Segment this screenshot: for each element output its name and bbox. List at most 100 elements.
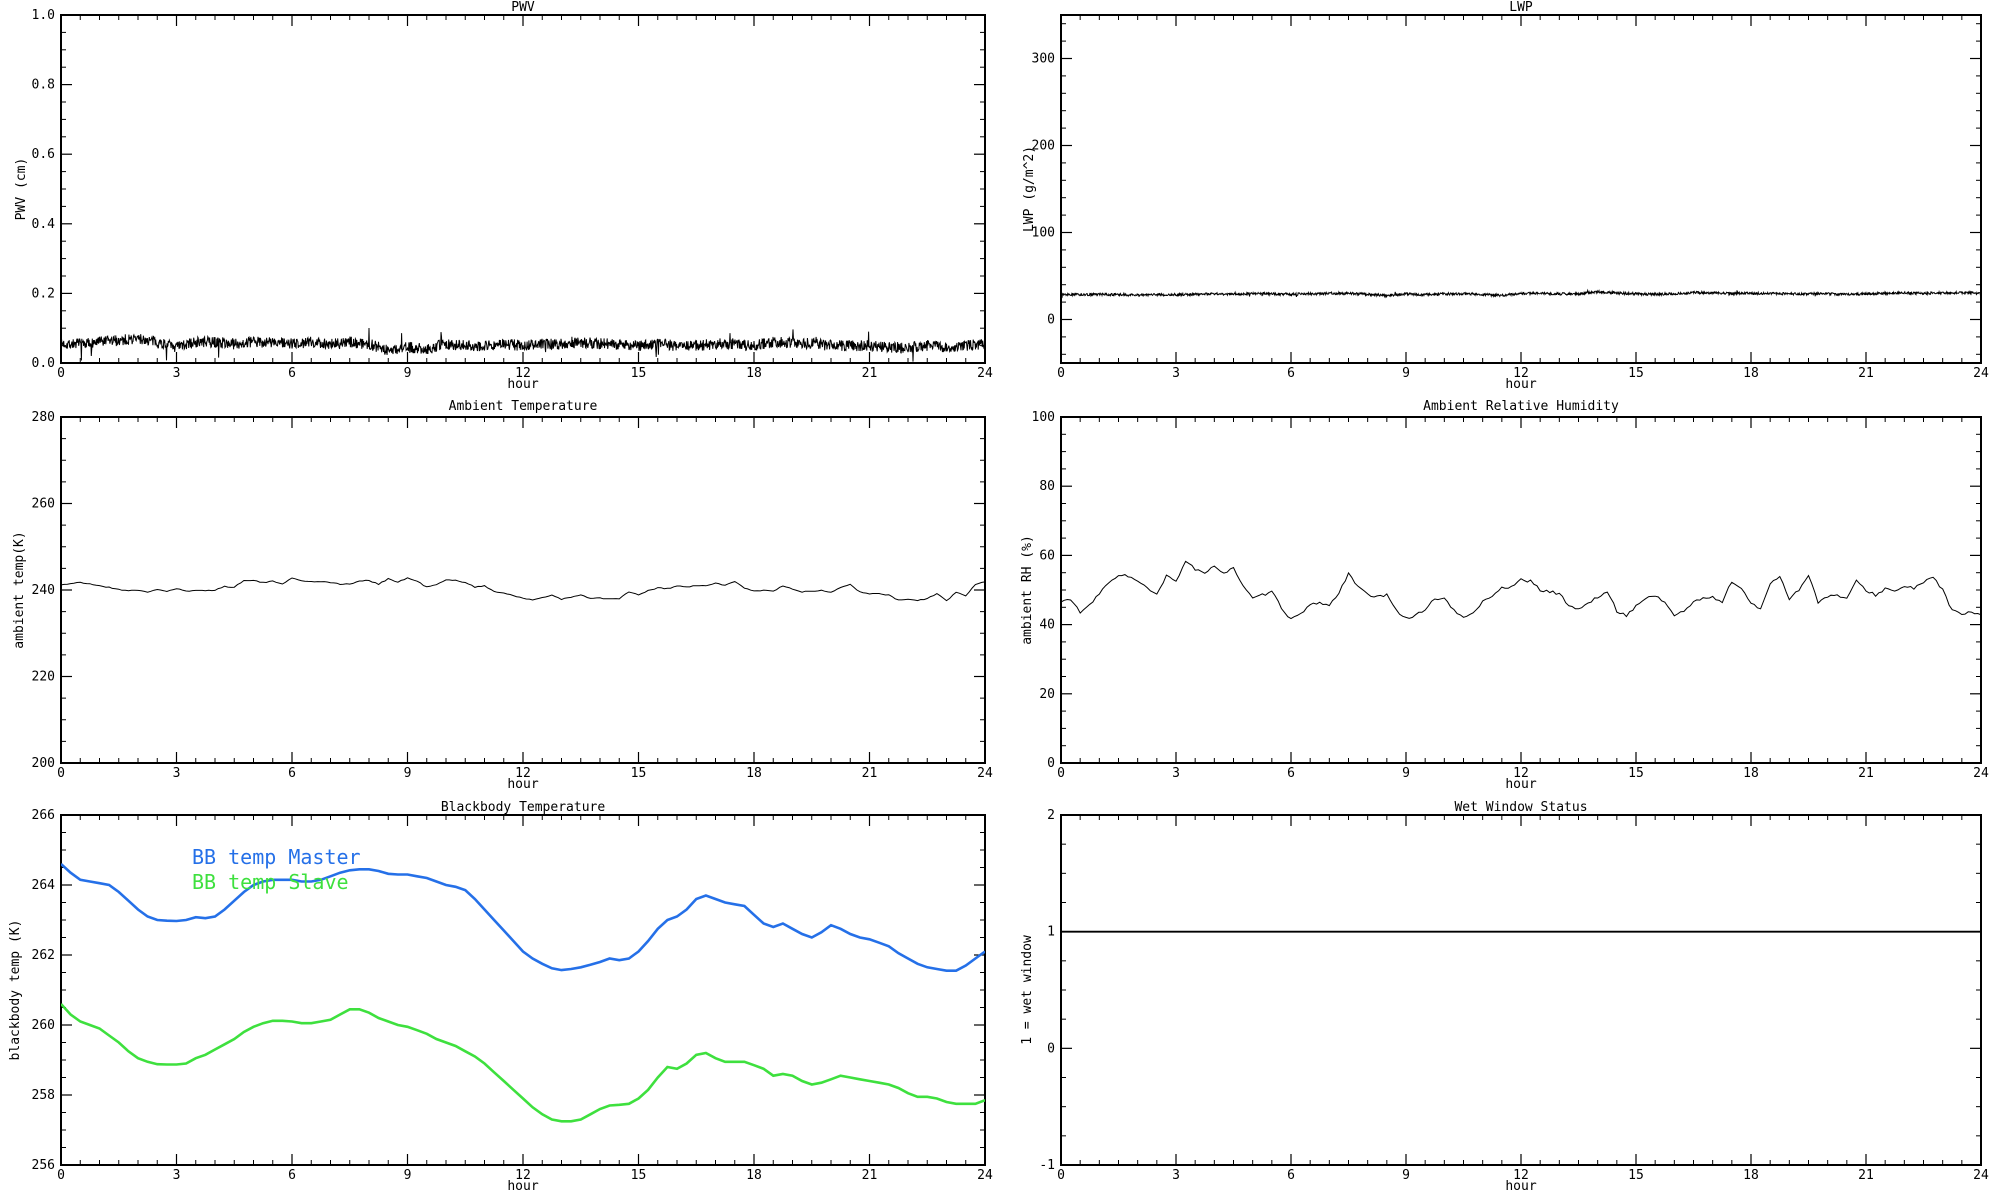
svg-text:18: 18 — [1743, 366, 1759, 381]
svg-text:3: 3 — [1172, 366, 1180, 381]
svg-text:1.0: 1.0 — [32, 8, 55, 23]
svg-text:12: 12 — [515, 366, 531, 381]
svg-text:100: 100 — [1032, 410, 1055, 425]
svg-text:256: 256 — [32, 1158, 55, 1173]
svg-text:6: 6 — [1287, 366, 1295, 381]
svg-text:262: 262 — [32, 948, 55, 963]
svg-text:258: 258 — [32, 1088, 55, 1103]
svg-text:264: 264 — [32, 878, 56, 893]
pwv-x-axis-label: hour — [507, 377, 539, 392]
svg-text:15: 15 — [631, 766, 647, 781]
ambient-rh-title: Ambient Relative Humidity — [1423, 399, 1619, 414]
svg-text:240: 240 — [32, 583, 55, 598]
lwp-y-axis-label: LWP (g/m^2) — [1022, 145, 1037, 233]
svg-text:100: 100 — [1032, 226, 1055, 241]
svg-text:0: 0 — [57, 366, 65, 381]
svg-text:12: 12 — [1513, 766, 1529, 781]
svg-text:15: 15 — [631, 366, 647, 381]
svg-text:24: 24 — [977, 1168, 993, 1183]
svg-text:15: 15 — [631, 1168, 647, 1183]
svg-text:24: 24 — [1973, 366, 1989, 381]
svg-text:18: 18 — [1743, 766, 1759, 781]
svg-text:3: 3 — [1172, 1168, 1180, 1183]
svg-text:0: 0 — [1057, 766, 1065, 781]
svg-text:-1: -1 — [1039, 1158, 1055, 1173]
lwp-title: LWP — [1509, 0, 1533, 15]
svg-text:21: 21 — [862, 366, 878, 381]
svg-text:200: 200 — [32, 756, 55, 771]
wet-window-title: Wet Window Status — [1454, 800, 1588, 815]
svg-text:12: 12 — [515, 1168, 531, 1183]
svg-text:15: 15 — [1628, 766, 1644, 781]
svg-text:9: 9 — [404, 766, 412, 781]
svg-text:200: 200 — [1032, 139, 1055, 154]
svg-text:3: 3 — [173, 766, 181, 781]
svg-text:6: 6 — [1287, 766, 1295, 781]
svg-text:21: 21 — [862, 766, 878, 781]
svg-text:12: 12 — [515, 766, 531, 781]
wet-window-x-axis-label: hour — [1505, 1179, 1537, 1194]
ambient-temperature-y-axis-label: ambient temp(K) — [12, 531, 27, 649]
svg-text:0.6: 0.6 — [32, 147, 55, 162]
svg-text:21: 21 — [862, 1168, 878, 1183]
ambient-rh-x-axis-label: hour — [1505, 777, 1537, 792]
svg-text:0: 0 — [1057, 366, 1065, 381]
svg-text:24: 24 — [977, 366, 993, 381]
svg-text:280: 280 — [32, 410, 55, 425]
svg-text:9: 9 — [1402, 366, 1410, 381]
svg-text:18: 18 — [746, 766, 762, 781]
wet-window-y-axis-label: 1 = wet window — [1020, 935, 1035, 1045]
svg-text:9: 9 — [404, 1168, 412, 1183]
svg-text:9: 9 — [1402, 1168, 1410, 1183]
svg-text:3: 3 — [173, 366, 181, 381]
svg-text:40: 40 — [1039, 618, 1055, 633]
ambient-temperature-x-axis-label: hour — [507, 777, 539, 792]
svg-text:15: 15 — [1628, 366, 1644, 381]
svg-text:1: 1 — [1047, 925, 1055, 940]
pwv-title: PWV — [511, 0, 535, 15]
svg-text:21: 21 — [1858, 766, 1874, 781]
blackbody-temperature-y-axis-label: blackbody temp (K) — [8, 919, 23, 1061]
svg-text:12: 12 — [1513, 1168, 1529, 1183]
svg-text:3: 3 — [173, 1168, 181, 1183]
svg-text:20: 20 — [1039, 687, 1055, 702]
svg-text:21: 21 — [1858, 366, 1874, 381]
svg-text:0.2: 0.2 — [32, 286, 55, 301]
pwv-y-axis-label: PWV (cm) — [14, 157, 29, 221]
svg-text:0: 0 — [1047, 1041, 1055, 1056]
svg-text:260: 260 — [32, 1018, 55, 1033]
svg-text:266: 266 — [32, 808, 55, 823]
svg-text:0: 0 — [1057, 1168, 1065, 1183]
svg-text:24: 24 — [977, 766, 993, 781]
legend-bb-temp-slave: BB temp Slave — [192, 870, 349, 894]
svg-text:6: 6 — [288, 1168, 296, 1183]
svg-text:260: 260 — [32, 497, 55, 512]
svg-text:24: 24 — [1973, 766, 1989, 781]
svg-text:0.4: 0.4 — [32, 217, 56, 232]
svg-text:18: 18 — [746, 366, 762, 381]
svg-text:80: 80 — [1039, 479, 1055, 494]
svg-text:2: 2 — [1047, 808, 1055, 823]
svg-text:9: 9 — [1402, 766, 1410, 781]
svg-text:0: 0 — [1047, 313, 1055, 328]
svg-text:6: 6 — [1287, 1168, 1295, 1183]
svg-text:15: 15 — [1628, 1168, 1644, 1183]
svg-text:300: 300 — [1032, 52, 1055, 67]
svg-text:24: 24 — [1973, 1168, 1989, 1183]
svg-text:6: 6 — [288, 766, 296, 781]
svg-text:0: 0 — [57, 1168, 65, 1183]
ambient-rh-y-axis-label: ambient RH (%) — [1020, 535, 1035, 645]
svg-text:0: 0 — [1047, 756, 1055, 771]
svg-text:9: 9 — [404, 366, 412, 381]
svg-text:0.0: 0.0 — [32, 356, 55, 371]
svg-text:21: 21 — [1858, 1168, 1874, 1183]
svg-text:18: 18 — [1743, 1168, 1759, 1183]
svg-text:60: 60 — [1039, 548, 1055, 563]
svg-text:0.8: 0.8 — [32, 78, 55, 93]
blackbody-temperature-title: Blackbody Temperature — [440, 800, 606, 815]
svg-text:18: 18 — [746, 1168, 762, 1183]
svg-text:6: 6 — [288, 366, 296, 381]
blackbody-temperature-x-axis-label: hour — [507, 1179, 539, 1194]
